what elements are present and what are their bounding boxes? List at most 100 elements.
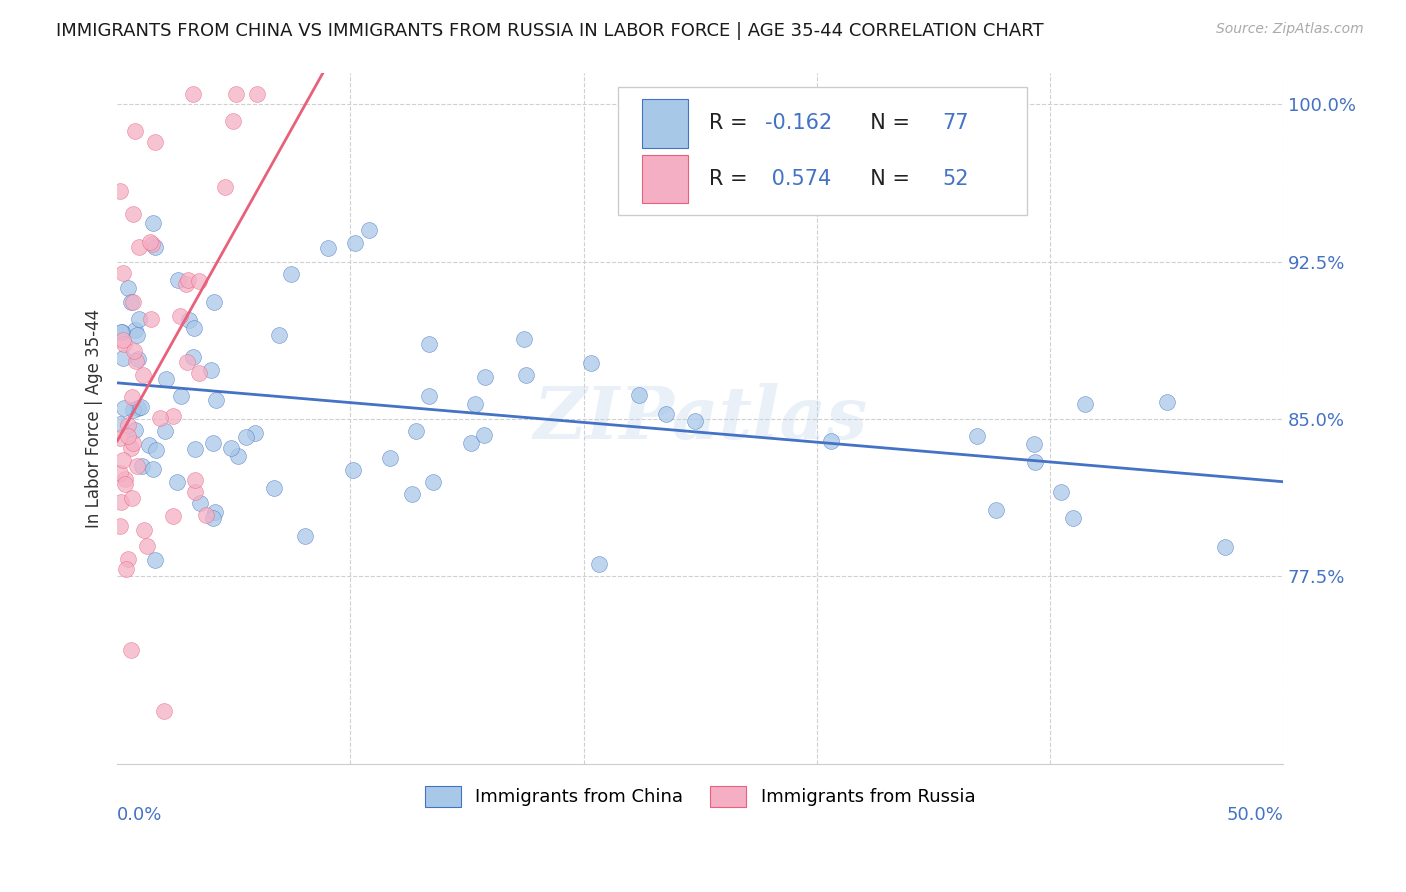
Point (114, 472, 136, 486)
Point (141, 312, 163, 326)
Point (214, 179, 236, 194)
Point (115, 562, 138, 576)
Point (122, 295, 145, 310)
Point (474, 370, 496, 384)
Text: 0.0%: 0.0% (117, 805, 163, 823)
Point (187, 367, 209, 381)
Point (124, 423, 146, 437)
Point (472, 428, 495, 442)
Point (108, 184, 131, 198)
Point (588, 557, 610, 571)
Text: 52: 52 (942, 169, 969, 189)
Point (513, 332, 536, 346)
Bar (641, 99, 689, 148)
Text: 0.574: 0.574 (765, 169, 831, 189)
Point (201, 436, 224, 450)
Point (188, 496, 211, 510)
Point (108, 431, 131, 445)
Point (627, 388, 650, 402)
Point (120, 642, 142, 657)
Point (184, 473, 207, 487)
Point (112, 351, 135, 366)
Point (267, 327, 290, 342)
Text: -0.162: -0.162 (765, 113, 832, 134)
Point (124, 123, 146, 137)
Point (143, 240, 166, 254)
Text: ZIPatlas: ZIPatlas (533, 384, 868, 454)
Point (117, 551, 139, 566)
Point (167, 272, 190, 286)
Point (177, 273, 200, 287)
Point (122, 403, 145, 417)
Point (110, 325, 132, 339)
Point (149, 411, 172, 425)
Text: 50.0%: 50.0% (1226, 805, 1284, 823)
Point (177, 313, 200, 327)
Point (142, 461, 165, 475)
Point (188, 274, 211, 288)
Point (142, 217, 165, 231)
Text: 77: 77 (942, 113, 969, 134)
Point (418, 336, 440, 351)
Point (515, 368, 537, 382)
Point (141, 237, 163, 252)
Point (111, 325, 134, 339)
Point (226, 449, 249, 463)
Point (464, 397, 486, 411)
Point (108, 518, 131, 533)
Point (200, 363, 222, 377)
Point (401, 487, 423, 501)
Text: Source: ZipAtlas.com: Source: ZipAtlas.com (1216, 22, 1364, 37)
Point (122, 436, 145, 450)
Point (114, 337, 136, 351)
Point (132, 523, 155, 537)
Point (128, 240, 150, 254)
Point (145, 443, 167, 458)
Text: IMMIGRANTS FROM CHINA VS IMMIGRANTS FROM RUSSIA IN LABOR FORCE | AGE 35-44 CORRE: IMMIGRANTS FROM CHINA VS IMMIGRANTS FROM… (56, 22, 1043, 40)
Bar (641, 154, 689, 203)
Point (162, 409, 184, 423)
Point (183, 320, 205, 334)
FancyBboxPatch shape (619, 87, 1026, 215)
Point (111, 334, 134, 348)
Point (110, 495, 132, 509)
Point (225, 87, 247, 101)
Point (127, 401, 149, 415)
Point (117, 429, 139, 443)
Point (125, 354, 148, 368)
Point (170, 388, 193, 402)
Point (405, 424, 427, 438)
Point (1156, 394, 1178, 409)
Point (986, 503, 1008, 517)
Point (122, 207, 145, 221)
Point (201, 511, 224, 525)
Point (111, 266, 134, 280)
Point (152, 704, 174, 718)
Point (114, 476, 136, 491)
Point (136, 539, 159, 553)
Point (205, 393, 228, 408)
Point (418, 389, 440, 403)
Point (344, 236, 367, 251)
Point (117, 417, 139, 432)
Point (280, 267, 302, 281)
Point (222, 113, 245, 128)
Point (120, 441, 142, 455)
Point (460, 435, 482, 450)
Point (195, 508, 218, 522)
Point (246, 87, 269, 101)
Point (1024, 455, 1046, 469)
Point (117, 280, 139, 294)
Point (235, 430, 257, 444)
Point (181, 350, 204, 364)
Point (176, 355, 198, 369)
Point (202, 295, 225, 310)
Point (422, 475, 444, 489)
Point (655, 407, 678, 421)
Point (1062, 510, 1084, 524)
Point (125, 458, 148, 473)
Legend: Immigrants from China, Immigrants from Russia: Immigrants from China, Immigrants from R… (418, 779, 983, 814)
Point (1213, 540, 1236, 554)
Point (153, 424, 176, 438)
Point (579, 356, 602, 370)
